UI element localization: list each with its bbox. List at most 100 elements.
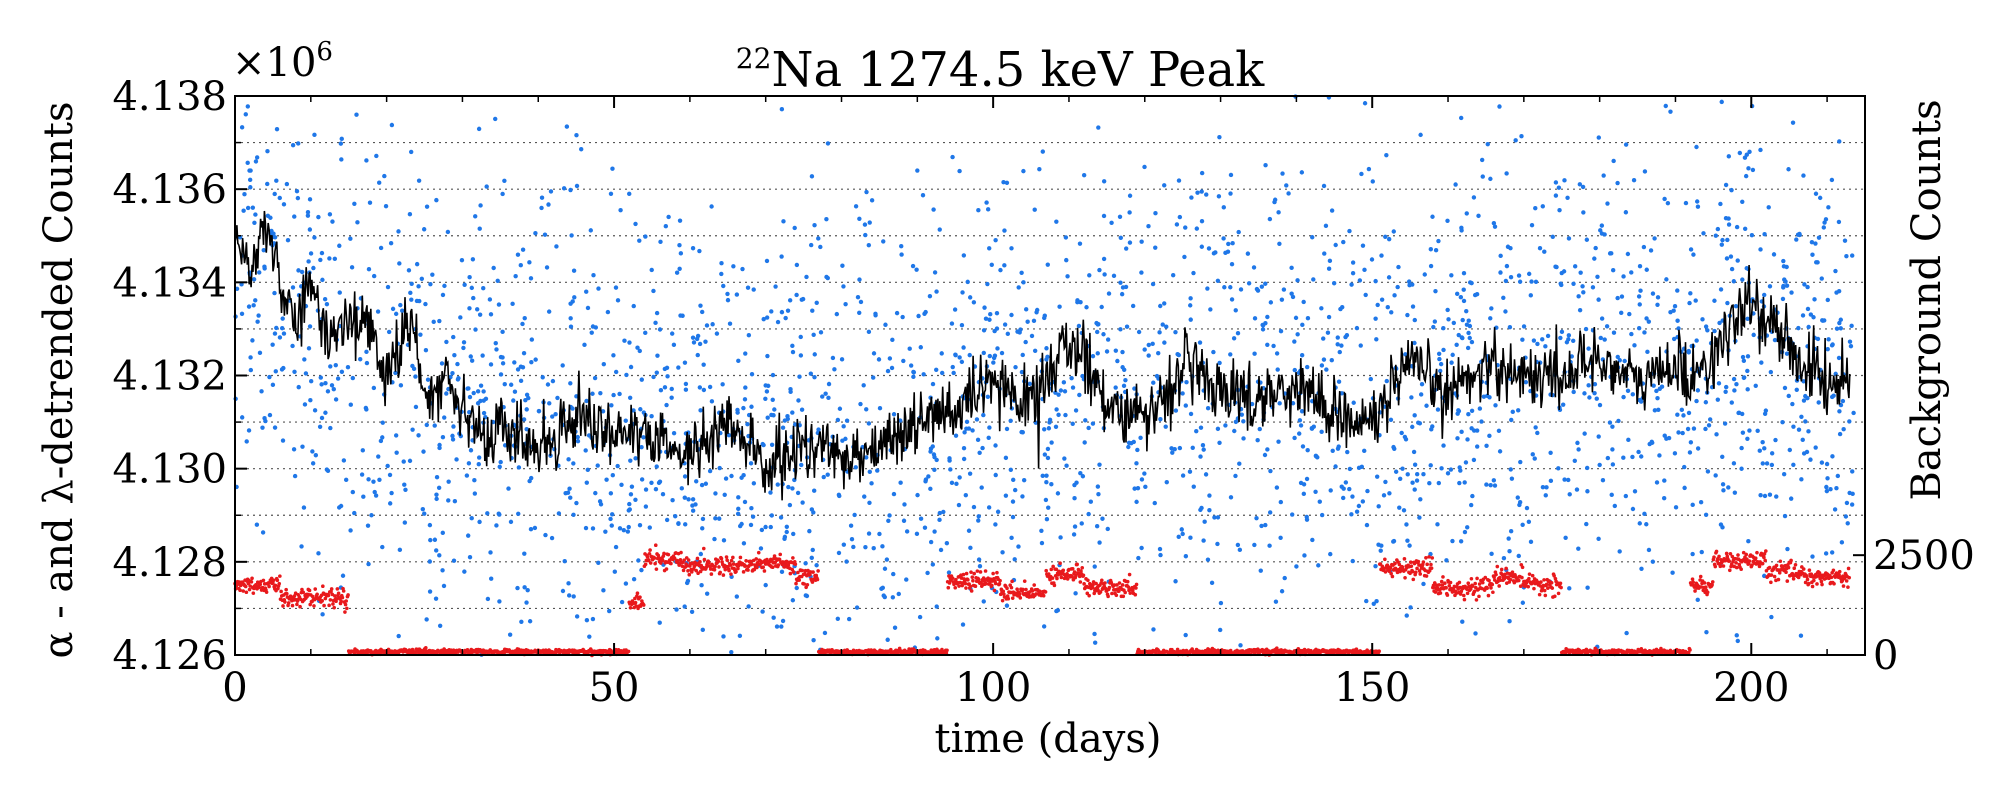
scatter-point bbox=[398, 383, 404, 388]
scatter-point bbox=[487, 297, 493, 302]
scatter-point bbox=[390, 306, 396, 312]
scatter-point bbox=[424, 422, 429, 428]
scatter-point bbox=[564, 124, 570, 129]
scatter-point bbox=[253, 212, 258, 217]
scatter-point bbox=[1217, 134, 1222, 140]
scatter-point bbox=[927, 293, 933, 299]
scatter-point bbox=[1392, 293, 1397, 298]
scatter-point bbox=[649, 267, 654, 273]
scatter-point bbox=[613, 369, 619, 375]
scatter-point bbox=[901, 518, 907, 523]
scatter-point bbox=[1571, 338, 1576, 343]
scatter-point bbox=[949, 321, 955, 326]
scatter-point bbox=[1176, 178, 1182, 183]
scatter-point bbox=[1830, 342, 1835, 347]
background-point bbox=[635, 594, 639, 598]
scatter-point bbox=[623, 418, 628, 423]
scatter-point bbox=[679, 486, 684, 491]
background-point bbox=[969, 589, 974, 593]
scatter-point bbox=[1233, 473, 1238, 479]
background-point bbox=[1103, 581, 1107, 585]
scatter-point bbox=[1665, 200, 1671, 206]
scatter-point bbox=[1728, 254, 1734, 259]
scatter-point bbox=[1158, 552, 1163, 558]
scatter-point bbox=[678, 251, 684, 256]
background-point bbox=[1465, 591, 1470, 596]
scatter-point bbox=[837, 493, 842, 499]
scatter-point bbox=[1289, 291, 1294, 296]
scatter-point bbox=[857, 310, 862, 315]
scatter-point bbox=[953, 352, 958, 357]
scatter-point bbox=[1319, 429, 1324, 434]
scatter-point bbox=[1801, 398, 1807, 403]
scatter-point bbox=[1813, 191, 1819, 196]
scatter-point bbox=[1637, 264, 1643, 269]
scatter-point bbox=[899, 252, 904, 257]
scatter-point bbox=[1795, 232, 1801, 237]
scatter-point bbox=[1198, 454, 1203, 459]
scatter-point bbox=[1762, 232, 1767, 237]
scatter-point bbox=[799, 297, 804, 302]
scatter-point bbox=[485, 596, 491, 602]
scatter-point bbox=[1004, 180, 1010, 185]
scatter-point bbox=[325, 389, 331, 394]
scatter-point bbox=[1715, 226, 1721, 232]
scatter-point bbox=[1758, 247, 1763, 252]
scatter-point bbox=[1716, 381, 1722, 386]
scatter-point bbox=[725, 297, 731, 303]
scatter-point bbox=[1045, 446, 1051, 452]
scatter-point bbox=[1505, 244, 1511, 249]
background-point bbox=[323, 596, 328, 601]
scatter-point bbox=[366, 266, 372, 272]
scatter-point bbox=[473, 327, 478, 332]
background-point bbox=[1075, 562, 1079, 567]
scatter-point bbox=[1598, 335, 1604, 341]
scatter-point bbox=[245, 205, 251, 211]
scatter-point bbox=[316, 551, 321, 556]
scatter-point bbox=[1216, 194, 1222, 199]
scatter-point bbox=[782, 418, 788, 423]
background-point bbox=[1120, 583, 1125, 587]
scatter-point bbox=[901, 358, 906, 364]
scatter-point bbox=[857, 277, 862, 282]
scatter-point bbox=[1465, 437, 1470, 442]
scatter-point bbox=[1362, 448, 1367, 454]
scatter-point bbox=[1279, 297, 1285, 302]
scatter-point bbox=[1459, 225, 1464, 231]
scatter-point bbox=[1466, 330, 1471, 336]
scatter-point bbox=[1362, 267, 1367, 273]
background-point bbox=[716, 559, 721, 564]
scatter-point bbox=[869, 481, 874, 486]
background-point bbox=[1721, 564, 1726, 568]
scatter-point bbox=[1094, 523, 1100, 529]
scatter-point bbox=[500, 329, 505, 335]
scatter-point bbox=[1581, 290, 1586, 295]
background-point bbox=[724, 555, 729, 559]
scatter-point bbox=[1319, 512, 1325, 518]
scatter-point bbox=[999, 350, 1005, 356]
scatter-point bbox=[1462, 480, 1467, 485]
scatter-point bbox=[1405, 538, 1410, 543]
scatter-point bbox=[1468, 502, 1474, 508]
scatter-point bbox=[312, 235, 317, 240]
scatter-point bbox=[1016, 285, 1021, 290]
scatter-point bbox=[1226, 241, 1231, 247]
scatter-point bbox=[654, 370, 659, 375]
scatter-point bbox=[414, 261, 420, 267]
scatter-point bbox=[1139, 545, 1144, 551]
scatter-point bbox=[1773, 437, 1778, 443]
scatter-point bbox=[726, 433, 732, 438]
scatter-point bbox=[1336, 379, 1342, 384]
scatter-point bbox=[1190, 445, 1195, 450]
scatter-point bbox=[962, 430, 967, 435]
scatter-point bbox=[957, 475, 962, 480]
scatter-point bbox=[791, 531, 796, 537]
scatter-point bbox=[1113, 348, 1119, 353]
scatter-point bbox=[1183, 632, 1188, 638]
scatter-point bbox=[1673, 505, 1679, 510]
scatter-point bbox=[1703, 400, 1709, 405]
scatter-point bbox=[307, 227, 313, 232]
scatter-point bbox=[273, 369, 278, 374]
scatter-point bbox=[1723, 182, 1729, 188]
scatter-point bbox=[445, 229, 451, 235]
